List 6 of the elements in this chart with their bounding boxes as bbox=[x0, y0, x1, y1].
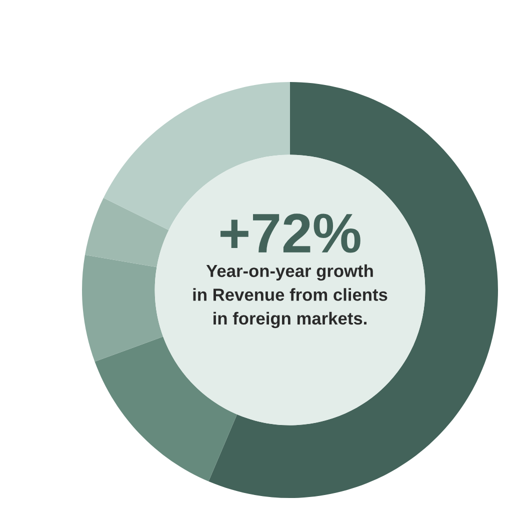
text: Year-on-year growth in Revenue from clients in foreign markets. bbox=[193, 264, 388, 328]
text: +72% bbox=[220, 214, 360, 253]
donut-slice bbox=[208, 82, 498, 498]
donut-slice bbox=[82, 254, 164, 362]
donut-slice bbox=[84, 198, 169, 268]
donut-slice bbox=[94, 336, 238, 482]
